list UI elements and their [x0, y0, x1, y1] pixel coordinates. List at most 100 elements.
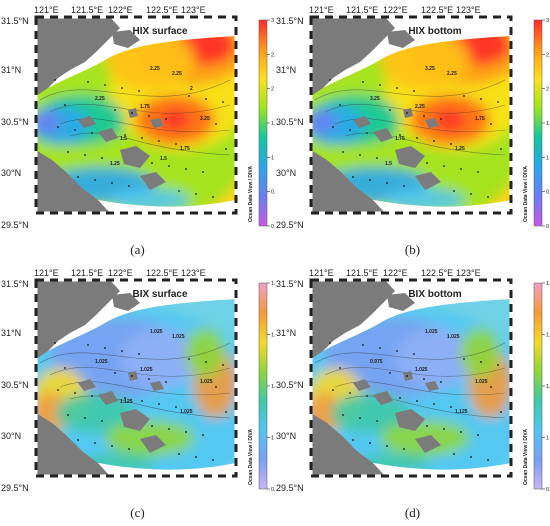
- sample-station: [128, 448, 130, 450]
- map-frame: [34, 278, 238, 478]
- land-area: [425, 118, 439, 128]
- sample-station: [124, 134, 126, 136]
- field-blob: [395, 328, 475, 388]
- contour-label: 1.5: [160, 156, 167, 162]
- lon-tick-label: 122.5°E: [146, 5, 178, 15]
- sample-station: [440, 118, 442, 120]
- land-area: [120, 409, 150, 431]
- contour-label: 1.25: [110, 161, 120, 167]
- lat-tick-label: 31.5°N: [276, 279, 304, 289]
- lon-tick-label: 121°E: [309, 268, 334, 278]
- watermark: Ocean Data View / DIVA: [523, 429, 529, 485]
- sample-station: [396, 87, 398, 89]
- lon-tick-label: 122.5°E: [421, 268, 453, 278]
- colorbar-tick-label: 1.05: [271, 384, 275, 390]
- contour-line: [334, 118, 506, 133]
- sample-station: [84, 154, 86, 156]
- sample-station: [188, 95, 190, 97]
- panel-caption: (a): [130, 242, 145, 257]
- land-area: [353, 116, 371, 128]
- lat-tick-label: 31°N: [276, 65, 296, 75]
- contour-label: 1.75: [140, 104, 150, 110]
- contour-line: [334, 381, 506, 396]
- colorbar-tick-label: 2.5: [546, 52, 550, 58]
- contour-label: 2.25: [415, 104, 425, 110]
- sample-station: [399, 134, 401, 136]
- sample-station: [342, 151, 344, 153]
- sample-station: [460, 431, 462, 433]
- sample-station: [443, 428, 445, 430]
- lat-tick-label: 29.5°N: [276, 483, 304, 493]
- map-svg: 1.025 1.025 0.975 1.025 1.025 1.125 121°E 121.5…: [276, 268, 550, 493]
- colorbar-tick-label: 1: [271, 155, 274, 161]
- colorbar-tick-label: 3: [546, 18, 549, 24]
- sample-station: [114, 109, 116, 111]
- sample-station: [57, 126, 59, 128]
- sample-station: [121, 87, 123, 89]
- sample-station: [57, 389, 59, 391]
- sample-station: [101, 420, 103, 422]
- land-area: [140, 435, 166, 453]
- sample-station: [212, 196, 214, 198]
- panel-title: HIX bottom: [408, 26, 461, 37]
- lat-tick-label: 31°N: [276, 328, 296, 338]
- lon-tick-label: 121.5°E: [346, 5, 378, 15]
- sample-station: [339, 104, 341, 106]
- sample-station: [359, 417, 361, 419]
- map-panel-a: 2.25 2.25 2.25 1.75 3.25 1.75 1.5 1.25 1.5 2 121°E…: [0, 0, 275, 263]
- lat-tick-label: 29.5°N: [1, 483, 29, 493]
- contour-line: [314, 79, 506, 101]
- data-field: [311, 299, 511, 470]
- lat-tick-label: 31°N: [1, 328, 21, 338]
- sample-station: [222, 364, 224, 366]
- contour-line: [344, 132, 506, 156]
- lat-tick-label: 31.5°N: [276, 16, 304, 26]
- contour-label: 2.25: [95, 96, 105, 102]
- land-area: [36, 280, 120, 359]
- sample-station: [94, 179, 96, 181]
- lon-tick-label: 121.5°E: [71, 268, 103, 278]
- contour-label: 3.25: [370, 96, 380, 102]
- sample-station: [175, 143, 177, 145]
- sample-station: [477, 434, 479, 436]
- sample-station: [141, 137, 143, 139]
- sample-station: [497, 101, 499, 103]
- sample-station: [202, 171, 204, 173]
- sample-station: [168, 165, 170, 167]
- sample-station: [352, 176, 354, 178]
- land-area: [403, 108, 413, 118]
- lat-tick-label: 31.5°N: [1, 279, 29, 289]
- colorbar-tick-label: 0.5: [271, 190, 275, 196]
- sample-station: [104, 84, 106, 86]
- sample-station: [369, 179, 371, 181]
- sample-station: [379, 347, 381, 349]
- sample-station: [91, 132, 93, 134]
- contour-label: 1.025: [200, 379, 213, 385]
- contour-label: 3.25: [425, 66, 435, 72]
- lon-tick-label: 122°E: [108, 268, 133, 278]
- lon-tick-label: 122°E: [108, 5, 133, 15]
- sample-station: [74, 392, 76, 394]
- sample-station: [453, 190, 455, 192]
- contour-line: [344, 395, 506, 419]
- sample-station: [151, 425, 153, 427]
- contour-label: 1.025: [150, 329, 163, 335]
- colorbar: [533, 19, 543, 227]
- lat-tick-label: 29.5°N: [1, 220, 29, 230]
- land-area: [36, 150, 110, 213]
- contour-line: [49, 367, 231, 377]
- sample-station: [124, 397, 126, 399]
- sample-station: [178, 453, 180, 455]
- sample-station: [416, 400, 418, 402]
- sample-station: [67, 414, 69, 416]
- colorbar: [258, 282, 268, 490]
- sample-station: [212, 459, 214, 461]
- sample-station: [175, 406, 177, 408]
- sample-station: [165, 118, 167, 120]
- sample-station: [222, 101, 224, 103]
- land-area: [120, 146, 150, 168]
- contour-line: [49, 104, 231, 114]
- lat-tick-label: 30.5°N: [276, 380, 304, 390]
- panel-title: BIX bottom: [408, 289, 461, 300]
- sample-station: [500, 411, 502, 413]
